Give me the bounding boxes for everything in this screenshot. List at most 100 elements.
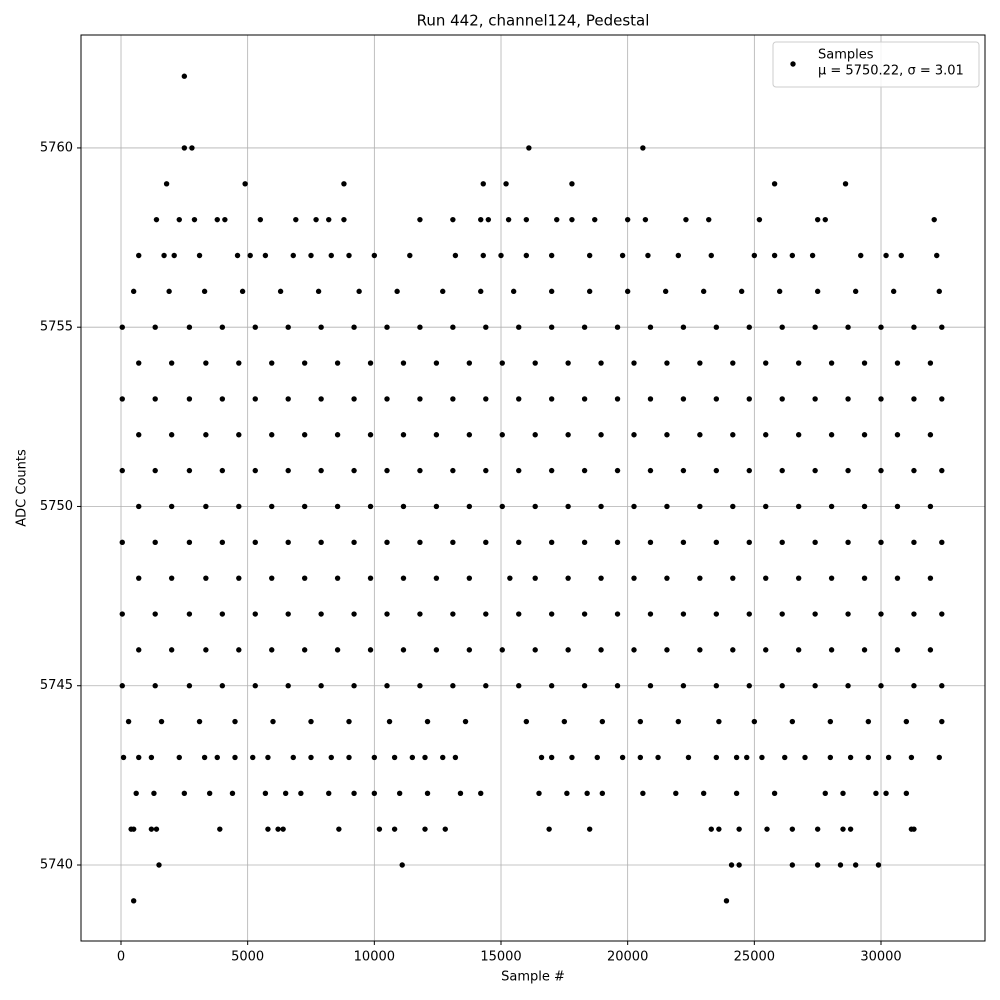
legend-stats: μ = 5750.22, σ = 3.01 bbox=[818, 64, 964, 79]
point bbox=[878, 611, 884, 617]
point bbox=[181, 790, 188, 796]
point bbox=[334, 432, 341, 438]
point bbox=[466, 575, 473, 581]
point bbox=[598, 360, 604, 366]
point bbox=[637, 718, 644, 725]
point bbox=[680, 539, 687, 546]
point bbox=[939, 611, 945, 617]
point bbox=[301, 360, 308, 366]
point bbox=[384, 611, 390, 617]
point bbox=[130, 826, 137, 832]
point bbox=[148, 754, 155, 761]
point bbox=[713, 539, 720, 546]
point bbox=[675, 718, 682, 725]
point bbox=[452, 252, 459, 259]
point bbox=[683, 216, 689, 223]
point bbox=[795, 432, 802, 438]
point bbox=[315, 288, 322, 295]
point bbox=[581, 467, 588, 474]
point bbox=[478, 216, 484, 223]
point bbox=[911, 826, 917, 832]
point bbox=[510, 288, 517, 295]
point bbox=[285, 324, 291, 330]
point bbox=[219, 324, 226, 330]
point bbox=[206, 790, 213, 796]
point bbox=[680, 683, 687, 689]
point bbox=[763, 503, 769, 510]
point bbox=[417, 467, 423, 474]
point bbox=[262, 252, 269, 259]
point bbox=[640, 145, 646, 151]
y-tick-label: 5755 bbox=[40, 320, 73, 335]
point bbox=[592, 216, 598, 223]
point bbox=[934, 252, 940, 259]
point bbox=[136, 575, 142, 581]
point bbox=[186, 683, 193, 689]
point bbox=[779, 396, 785, 402]
point bbox=[911, 539, 917, 546]
point bbox=[153, 216, 160, 223]
point bbox=[586, 252, 593, 259]
point bbox=[936, 288, 942, 295]
point bbox=[466, 432, 473, 438]
point bbox=[201, 754, 208, 761]
point bbox=[391, 826, 398, 832]
point bbox=[351, 683, 357, 689]
point bbox=[119, 539, 125, 546]
point bbox=[614, 467, 621, 474]
point bbox=[499, 647, 505, 653]
point bbox=[911, 324, 917, 330]
point bbox=[812, 611, 818, 617]
x-axis-label: Sample # bbox=[501, 970, 565, 985]
point bbox=[779, 324, 785, 330]
point bbox=[861, 360, 868, 366]
point bbox=[485, 216, 492, 223]
point bbox=[265, 826, 271, 832]
point bbox=[219, 396, 226, 402]
legend-box bbox=[772, 41, 980, 88]
point bbox=[898, 252, 904, 259]
point bbox=[136, 360, 142, 366]
point bbox=[516, 467, 522, 474]
point bbox=[655, 754, 661, 761]
point bbox=[642, 216, 649, 223]
point bbox=[236, 503, 242, 510]
point bbox=[285, 467, 291, 474]
point bbox=[275, 826, 281, 832]
x-tick-label: 10000 bbox=[354, 950, 395, 965]
point bbox=[878, 539, 884, 546]
point bbox=[232, 718, 238, 725]
point bbox=[713, 754, 720, 761]
y-tick-label: 5745 bbox=[40, 678, 73, 693]
point bbox=[483, 611, 489, 617]
point bbox=[771, 181, 778, 187]
point bbox=[795, 360, 802, 366]
grid bbox=[81, 35, 985, 941]
point bbox=[598, 503, 604, 510]
point bbox=[214, 754, 220, 761]
point bbox=[341, 216, 347, 223]
legend-label: Samples bbox=[818, 48, 874, 63]
point bbox=[450, 539, 456, 546]
point bbox=[219, 611, 226, 617]
point bbox=[763, 360, 769, 366]
point bbox=[736, 826, 742, 832]
point bbox=[822, 790, 828, 796]
point bbox=[161, 252, 167, 259]
point bbox=[561, 718, 568, 725]
point bbox=[845, 396, 851, 402]
point bbox=[262, 790, 269, 796]
point bbox=[852, 862, 859, 868]
point bbox=[136, 754, 142, 761]
point bbox=[171, 252, 177, 259]
point bbox=[733, 754, 740, 761]
point bbox=[318, 467, 324, 474]
point bbox=[483, 539, 489, 546]
point bbox=[466, 503, 473, 510]
point bbox=[196, 252, 203, 259]
point bbox=[308, 754, 314, 761]
point bbox=[647, 467, 654, 474]
point bbox=[318, 396, 324, 402]
point bbox=[565, 575, 571, 581]
